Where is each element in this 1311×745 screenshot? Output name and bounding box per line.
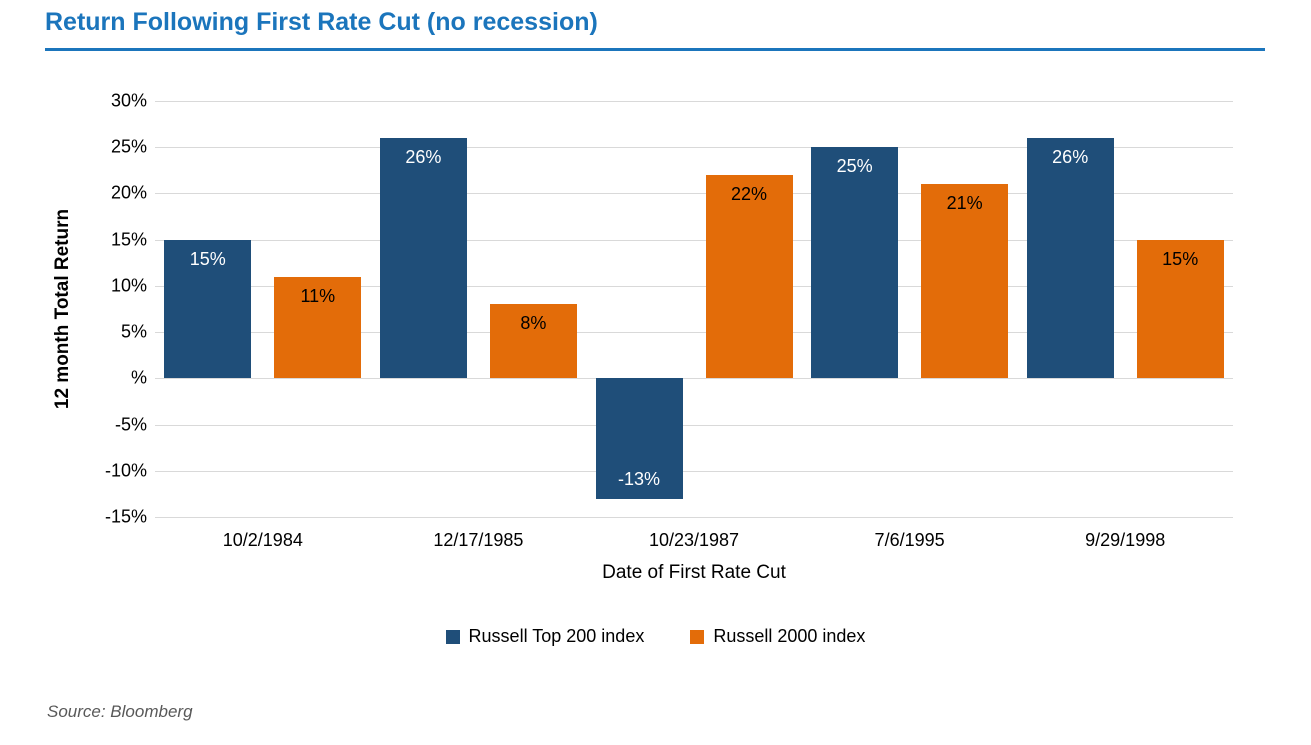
gridline <box>155 332 1233 334</box>
legend-item-1: Russell Top 200 index <box>445 626 645 647</box>
y-tick-label: -5% <box>114 414 147 435</box>
chart-title: Return Following First Rate Cut (no rece… <box>45 8 598 36</box>
bar-series1-cat3: -13% <box>595 378 683 499</box>
y-tick-label: % <box>130 367 147 388</box>
y-tick-label: 30% <box>110 90 147 111</box>
bar-value-label: 8% <box>520 313 547 334</box>
x-tick-label: 9/29/1998 <box>1085 530 1166 550</box>
bar-value-label: 25% <box>836 156 873 177</box>
x-tick-label: 12/17/1985 <box>433 530 524 550</box>
x-axis-tick-labels: 10/2/1984 12/17/1985 10/23/1987 7/6/1995 9/2… <box>155 530 1233 554</box>
gridline <box>155 285 1233 287</box>
y-tick-label: -15% <box>104 506 147 527</box>
bar-value-label: 22% <box>730 183 768 204</box>
legend-item-2: Russell 2000 index <box>690 626 865 647</box>
y-tick-label: 10% <box>110 275 147 296</box>
legend-label: Russell Top 200 index <box>468 626 645 646</box>
bar-series2-cat5: 15% <box>1136 239 1224 379</box>
title-underline-rule <box>45 48 1265 51</box>
bar-series2-cat2: 8% <box>489 304 577 379</box>
y-tick-label: 25% <box>110 136 147 157</box>
x-axis-title: Date of First Rate Cut <box>602 562 786 583</box>
bar-series1-cat1: 15% <box>164 239 252 379</box>
legend: Russell Top 200 index Russell 2000 index <box>0 626 1311 647</box>
y-tick-label: 15% <box>110 229 147 250</box>
y-tick-label: 5% <box>120 321 147 342</box>
bar-series2-cat3: 22% <box>705 174 793 379</box>
y-axis-title: 12 month Total Return <box>52 208 73 410</box>
bar-value-label: 15% <box>1162 248 1199 269</box>
bar-series2-cat4: 21% <box>921 184 1009 379</box>
source-note: Source: Bloomberg <box>47 702 193 721</box>
bar-value-label: 15% <box>189 248 226 269</box>
gridline <box>155 378 1233 380</box>
y-tick-label: 20% <box>110 182 147 203</box>
bar-value-label: 26% <box>405 146 442 167</box>
bar-value-label: 21% <box>946 193 983 214</box>
plot-area: 15% 11% 26% 8% -13% 22% 25% 21% 26% 15% <box>155 101 1233 518</box>
gridline <box>155 517 1233 518</box>
bar-series1-cat2: 26% <box>379 137 467 379</box>
gridline <box>155 193 1233 195</box>
gridline <box>155 424 1233 426</box>
gridline <box>155 147 1233 149</box>
gridline <box>155 239 1233 241</box>
y-axis-tick-labels: 30% 25% 20% 15% 10% 5%% -5% -10% -15% <box>0 91 147 527</box>
bar-value-label: -13% <box>617 468 661 489</box>
bar-series2-cat1: 11% <box>274 276 362 379</box>
legend-swatch-icon <box>690 629 705 644</box>
legend-swatch-icon <box>445 629 460 644</box>
legend-label: Russell 2000 index <box>713 626 866 646</box>
bar-value-label: 11% <box>300 285 336 306</box>
x-tick-label: 7/6/1995 <box>874 530 945 550</box>
gridline <box>155 470 1233 472</box>
x-tick-label: 10/2/1984 <box>222 530 303 550</box>
bar-value-label: 26% <box>1052 146 1089 167</box>
gridline <box>155 101 1233 102</box>
x-tick-label: 10/23/1987 <box>648 530 740 550</box>
bar-series1-cat5: 26% <box>1026 137 1114 379</box>
bar-series1-cat4: 25% <box>811 147 899 379</box>
y-tick-label: -10% <box>104 460 147 481</box>
